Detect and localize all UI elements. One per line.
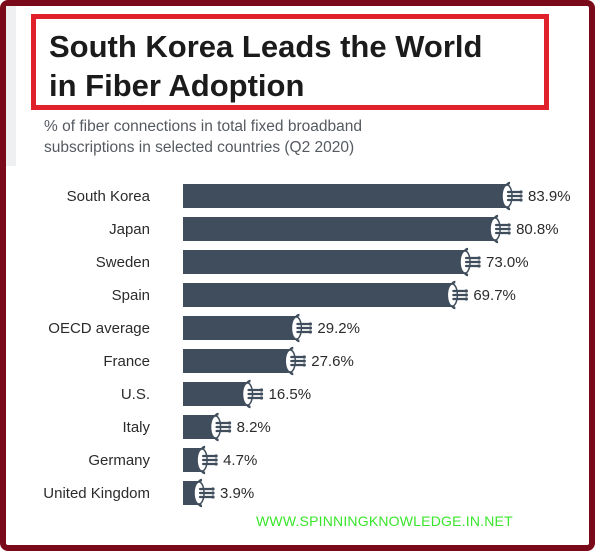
chart-title: South Korea Leads the World in Fiber Ado…	[49, 29, 483, 103]
bar	[183, 448, 202, 472]
bar	[183, 250, 465, 274]
left-edge-strip	[6, 6, 16, 166]
bar	[183, 184, 507, 208]
fiber-tip	[259, 388, 264, 392]
fiber-tip	[259, 392, 264, 396]
bar	[183, 382, 247, 406]
value-label: 29.2%	[317, 320, 360, 337]
category-label: United Kingdom	[43, 485, 150, 502]
category-label: Spain	[112, 287, 150, 304]
fiber-tip	[227, 421, 232, 425]
value-label: 83.9%	[528, 188, 571, 205]
value-label: 69.7%	[473, 287, 516, 304]
fiber-tip	[464, 297, 468, 301]
fiber-tip	[302, 359, 306, 363]
chart-subtitle: % of fiber connections in total fixed br…	[44, 118, 362, 156]
fiber-tip	[519, 194, 523, 198]
fiber-tip	[214, 462, 218, 466]
fiber-tip	[507, 231, 511, 235]
category-label: Germany	[88, 452, 150, 469]
fiber-tip	[464, 293, 468, 297]
category-label: France	[103, 353, 150, 370]
fiber-tip	[211, 491, 215, 495]
fiber-tip	[227, 429, 232, 433]
fiber-tip	[259, 396, 264, 400]
fiber-tip	[214, 454, 218, 458]
bar	[183, 316, 296, 340]
fiber-tip	[308, 326, 313, 330]
value-label: 80.8%	[516, 221, 559, 238]
value-label: 4.7%	[223, 452, 257, 469]
bar	[183, 415, 215, 439]
bar	[183, 349, 290, 373]
fiber-tip	[302, 363, 306, 367]
fiber-tip	[519, 198, 523, 202]
fiber-tip	[308, 330, 313, 334]
category-label: OECD average	[48, 320, 150, 337]
value-label: 27.6%	[311, 353, 354, 370]
category-label: Sweden	[96, 254, 150, 271]
fiber-tip	[214, 458, 218, 462]
value-label: 3.9%	[220, 485, 254, 502]
fiber-tip	[507, 227, 511, 231]
value-label: 73.0%	[486, 254, 529, 271]
category-label: Italy	[122, 419, 150, 436]
value-label: 8.2%	[237, 419, 271, 436]
fiber-tip	[477, 264, 481, 268]
fiber-tip	[477, 260, 481, 264]
value-label: 16.5%	[269, 386, 312, 403]
category-label: U.S.	[121, 386, 150, 403]
fiber-tip	[302, 355, 306, 359]
fiber-tip	[507, 223, 511, 227]
bar	[183, 217, 495, 241]
category-label: South Korea	[67, 188, 151, 205]
fiber-tip	[211, 495, 215, 499]
fiber-tip	[227, 425, 232, 429]
fiber-tip	[308, 322, 313, 326]
title-box: South Korea Leads the World in Fiber Ado…	[31, 14, 549, 110]
footer-watermark: WWW.SPINNINGKNOWLEDGE.IN.NET	[256, 513, 513, 529]
fiber-tip	[519, 190, 523, 194]
bar	[183, 283, 452, 307]
category-label: Japan	[109, 221, 150, 238]
fiber-tip	[211, 487, 215, 491]
fiber-tip	[464, 289, 468, 293]
fiber-tip	[477, 256, 481, 260]
